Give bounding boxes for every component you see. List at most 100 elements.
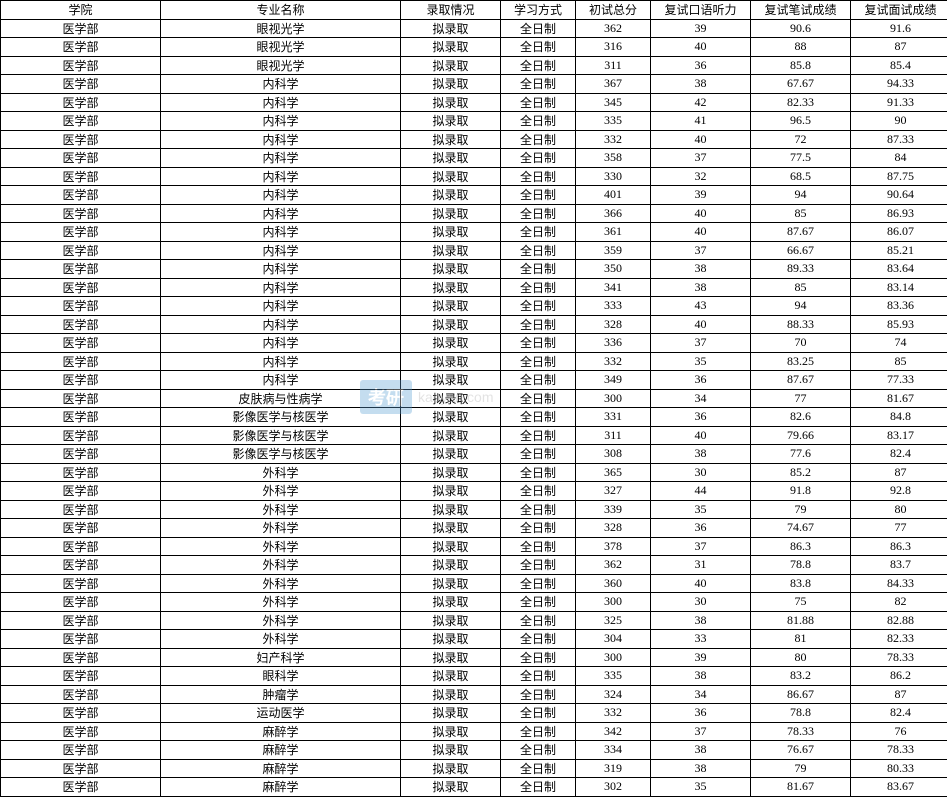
table-row: 医学部内科学拟录取全日制3454282.3391.33 (1, 93, 947, 112)
table-cell: 358 (576, 149, 651, 168)
table-cell: 34 (651, 389, 751, 408)
table-cell: 外科学 (161, 537, 401, 556)
table-row: 医学部内科学拟录取全日制3303268.587.75 (1, 167, 947, 186)
table-cell: 全日制 (501, 519, 576, 538)
table-row: 医学部外科学拟录取全日制3623178.883.7 (1, 556, 947, 575)
table-cell: 359 (576, 241, 651, 260)
table-cell: 全日制 (501, 389, 576, 408)
table-row: 医学部麻醉学拟录取全日制3343876.6778.33 (1, 741, 947, 760)
table-cell: 全日制 (501, 704, 576, 723)
table-cell: 全日制 (501, 537, 576, 556)
table-cell: 内科学 (161, 75, 401, 94)
table-cell: 38 (651, 75, 751, 94)
table-cell: 内科学 (161, 149, 401, 168)
table-cell: 81 (751, 630, 851, 649)
table-row: 医学部外科学拟录取全日制3253881.8882.88 (1, 611, 947, 630)
table-cell: 41 (651, 112, 751, 131)
table-cell: 77 (751, 389, 851, 408)
table-row: 医学部影像医学与核医学拟录取全日制3313682.684.8 (1, 408, 947, 427)
table-cell: 全日制 (501, 56, 576, 75)
table-cell: 全日制 (501, 426, 576, 445)
table-cell: 36 (651, 408, 751, 427)
table-cell: 医学部 (1, 445, 161, 464)
table-cell: 79 (751, 759, 851, 778)
table-cell: 401 (576, 186, 651, 205)
table-cell: 36 (651, 704, 751, 723)
table-cell: 67.67 (751, 75, 851, 94)
table-cell: 79 (751, 500, 851, 519)
table-cell: 316 (576, 38, 651, 57)
table-cell: 81.67 (751, 778, 851, 797)
table-cell: 311 (576, 56, 651, 75)
table-cell: 全日制 (501, 685, 576, 704)
table-cell: 全日制 (501, 408, 576, 427)
table-cell: 拟录取 (401, 463, 501, 482)
table-cell: 拟录取 (401, 223, 501, 242)
table-cell: 医学部 (1, 630, 161, 649)
table-cell: 医学部 (1, 315, 161, 334)
table-cell: 全日制 (501, 186, 576, 205)
table-cell: 85.2 (751, 463, 851, 482)
table-cell: 医学部 (1, 704, 161, 723)
table-row: 医学部内科学拟录取全日制3354196.590 (1, 112, 947, 131)
table-cell: 335 (576, 112, 651, 131)
table-cell: 医学部 (1, 19, 161, 38)
table-cell: 80 (851, 500, 947, 519)
table-cell: 拟录取 (401, 500, 501, 519)
table-cell: 医学部 (1, 408, 161, 427)
table-cell: 拟录取 (401, 334, 501, 353)
table-cell: 全日制 (501, 93, 576, 112)
table-cell: 82.6 (751, 408, 851, 427)
column-header: 复试笔试成绩 (751, 1, 851, 20)
table-cell: 拟录取 (401, 204, 501, 223)
table-cell: 87 (851, 463, 947, 482)
table-cell: 38 (651, 445, 751, 464)
column-header: 复试口语听力 (651, 1, 751, 20)
table-header-row: 学院专业名称录取情况学习方式初试总分复试口语听力复试笔试成绩复试面试成绩 (1, 1, 947, 20)
table-cell: 331 (576, 408, 651, 427)
table-cell: 拟录取 (401, 704, 501, 723)
table-cell: 全日制 (501, 167, 576, 186)
table-cell: 内科学 (161, 371, 401, 390)
table-cell: 332 (576, 704, 651, 723)
table-cell: 拟录取 (401, 19, 501, 38)
table-cell: 82.4 (851, 445, 947, 464)
table-cell: 全日制 (501, 75, 576, 94)
table-cell: 349 (576, 371, 651, 390)
table-cell: 医学部 (1, 685, 161, 704)
table-cell: 328 (576, 519, 651, 538)
table-cell: 医学部 (1, 334, 161, 353)
table-cell: 362 (576, 19, 651, 38)
table-cell: 医学部 (1, 537, 161, 556)
table-cell: 全日制 (501, 648, 576, 667)
table-cell: 拟录取 (401, 408, 501, 427)
table-cell: 拟录取 (401, 482, 501, 501)
table-cell: 84 (851, 149, 947, 168)
table-row: 医学部内科学拟录取全日制332407287.33 (1, 130, 947, 149)
table-cell: 运动医学 (161, 704, 401, 723)
table-cell: 全日制 (501, 482, 576, 501)
table-cell: 300 (576, 593, 651, 612)
table-cell: 医学部 (1, 352, 161, 371)
admissions-table: 学院专业名称录取情况学习方式初试总分复试口语听力复试笔试成绩复试面试成绩 医学部… (0, 0, 947, 797)
table-cell: 眼视光学 (161, 19, 401, 38)
table-cell: 87 (851, 38, 947, 57)
table-cell: 85.8 (751, 56, 851, 75)
table-cell: 87 (851, 685, 947, 704)
table-cell: 医学部 (1, 667, 161, 686)
table-cell: 医学部 (1, 648, 161, 667)
table-cell: 88.33 (751, 315, 851, 334)
table-cell: 82.4 (851, 704, 947, 723)
table-cell: 87.75 (851, 167, 947, 186)
table-cell: 37 (651, 149, 751, 168)
table-cell: 全日制 (501, 759, 576, 778)
table-cell: 92.8 (851, 482, 947, 501)
table-cell: 78.33 (851, 741, 947, 760)
table-cell: 85 (751, 278, 851, 297)
table-cell: 全日制 (501, 260, 576, 279)
table-cell: 83.36 (851, 297, 947, 316)
table-cell: 医学部 (1, 56, 161, 75)
table-cell: 拟录取 (401, 426, 501, 445)
table-cell: 拟录取 (401, 278, 501, 297)
table-row: 医学部内科学拟录取全日制3673867.6794.33 (1, 75, 947, 94)
